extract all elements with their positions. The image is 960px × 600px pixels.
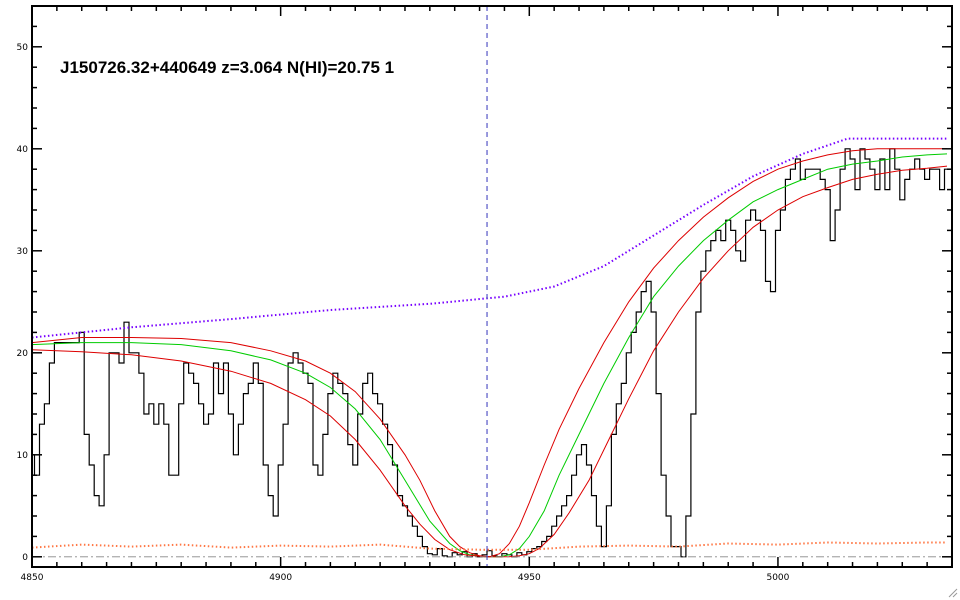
x-tick-label: 4950 (518, 573, 541, 583)
y-tick-label: 20 (17, 349, 29, 359)
series-dotted-5 (32, 541, 947, 551)
y-tick-label: 10 (17, 451, 29, 461)
x-tick-label: 5000 (766, 573, 789, 583)
y-tick-label: 40 (17, 145, 29, 155)
series-line-1 (32, 153, 948, 558)
series-dotted-4 (32, 137, 947, 339)
chart-title: J150726.32+440649 z=3.064 N(HI)=20.75 1 (60, 58, 394, 77)
x-tick-label: 4850 (21, 573, 44, 583)
x-tick-label: 4900 (269, 573, 292, 583)
plot-frame (31, 5, 953, 568)
y-tick-label: 0 (22, 553, 28, 563)
y-tick-label: 50 (17, 43, 29, 53)
series-line-2 (32, 148, 947, 558)
series-line-3 (32, 165, 948, 558)
resize-grip-icon[interactable] (946, 586, 958, 598)
y-tick-label: 30 (17, 247, 29, 257)
